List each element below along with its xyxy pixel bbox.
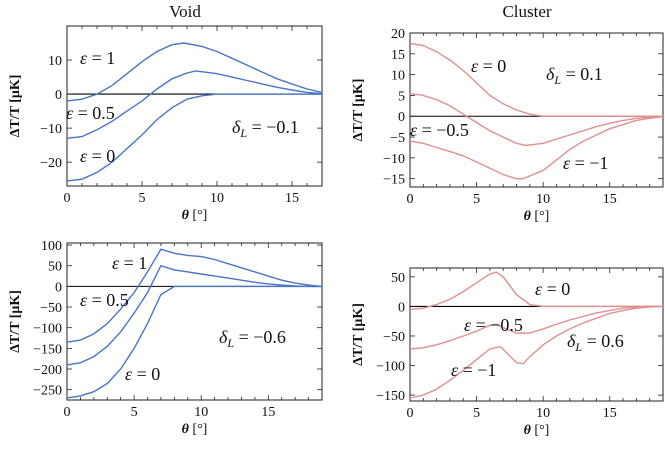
series-line-2 (66, 264, 322, 366)
curve-label: ε = −0.5 (464, 315, 523, 335)
series-line-3 (409, 305, 664, 399)
delta-annotation: δL = −0.6 (219, 327, 286, 350)
y-tick-label: −15 (383, 173, 405, 188)
y-axis-label: ΔT/T [μK] (351, 79, 366, 142)
y-axis-label: ΔT/T [μK] (8, 75, 23, 138)
x-axis-label: θ [°] (524, 209, 550, 224)
plot-frame (409, 32, 664, 188)
y-tick-label: 20 (391, 27, 405, 42)
x-tick-label: 0 (407, 192, 414, 207)
x-tick-label: 0 (64, 405, 71, 420)
y-tick-label: −10 (40, 122, 62, 137)
series-line-3 (66, 93, 322, 182)
x-tick-label: 10 (536, 192, 550, 207)
y-tick-label: 0 (55, 88, 62, 103)
x-tick-label: 0 (64, 191, 71, 206)
y-tick-label: −5 (390, 131, 405, 146)
delta-annotation: δL = 0.1 (546, 64, 603, 87)
y-tick-label: 100 (41, 239, 62, 254)
series-line-2 (66, 70, 323, 139)
delta-annotation: δL = 0.6 (567, 331, 624, 354)
y-tick-label: −50 (383, 330, 405, 345)
curve-label: ε = 0.5 (80, 290, 129, 310)
x-tick-label: 15 (603, 406, 617, 421)
y-tick-label: 0 (398, 300, 405, 315)
panel-2: 0 5 10 15 20 15 10 5 0 −5 −10 −15 θ [°] ΔT/T [μK] ε = … (351, 27, 664, 224)
y-tick-label: −250 (33, 384, 62, 399)
curve-label: ε = −1 (563, 153, 608, 173)
y-tick-label: 50 (48, 260, 62, 275)
curve-label: ε = −1 (451, 360, 496, 380)
x-axis-label: θ [°] (182, 208, 208, 223)
series-line-1 (409, 42, 663, 117)
curve-label: ε = 0 (80, 146, 115, 166)
x-axis-label: θ [°] (524, 423, 550, 438)
y-tick-label: −20 (40, 156, 62, 171)
plot-frame (66, 242, 323, 401)
series-line-2 (409, 92, 664, 147)
x-tick-label: 5 (139, 191, 146, 206)
panel-4: 0 5 10 15 50 0 −50 −100 −150 θ [°] ΔT/T [μK] ε = 0 ε… (351, 267, 664, 438)
y-axis-label: ΔT/T [μK] (351, 303, 366, 366)
curve-label: ε = −0.5 (410, 120, 469, 140)
series-line-1 (66, 248, 323, 343)
curve-label: ε = 1 (112, 253, 147, 273)
curve-label: ε = 0 (535, 279, 570, 299)
curve-label: ε = 0.5 (66, 103, 115, 123)
y-tick-label: 10 (48, 54, 62, 69)
y-tick-label: −150 (376, 389, 405, 404)
column-title-cluster: Cluster (502, 2, 551, 21)
delta-annotation: δL = −0.1 (232, 117, 299, 140)
series-line-1 (409, 271, 663, 311)
curve-label: ε = 1 (80, 48, 115, 68)
series-line-3 (66, 285, 322, 399)
y-tick-label: −100 (376, 360, 405, 375)
y-tick-label: 50 (391, 271, 405, 286)
y-tick-label: −50 (40, 301, 62, 316)
series-line-2 (409, 305, 663, 350)
curve-label: ε = 0 (125, 364, 160, 384)
x-tick-label: 0 (407, 406, 414, 421)
y-tick-label: 5 (398, 89, 405, 104)
curve-label: ε = 0 (471, 56, 506, 76)
x-tick-label: 15 (285, 191, 299, 206)
y-tick-label: −10 (383, 152, 405, 167)
y-tick-label: 15 (391, 48, 405, 63)
plot-frame (409, 267, 664, 402)
y-tick-label: 0 (55, 280, 62, 295)
x-tick-label: 5 (473, 192, 480, 207)
y-axis-label: ΔT/T [μK] (8, 290, 23, 353)
y-tick-label: 0 (398, 110, 405, 125)
y-tick-label: −150 (33, 342, 62, 357)
x-tick-label: 15 (603, 192, 617, 207)
x-tick-label: 15 (261, 405, 275, 420)
x-tick-label: 5 (473, 406, 480, 421)
x-tick-label: 10 (536, 406, 550, 421)
panel-1: 0 5 10 15 10 0 −10 −20 θ [°] ΔT/T [μK] ε = 1 ε = 0.… (8, 25, 323, 223)
column-title-void: Void (169, 2, 201, 21)
series-line-3 (409, 116, 664, 180)
x-tick-label: 5 (131, 405, 138, 420)
x-tick-label: 10 (210, 191, 224, 206)
plot-frame (66, 25, 323, 187)
y-tick-label: −100 (33, 322, 62, 337)
x-tick-label: 10 (194, 405, 208, 420)
y-tick-label: 10 (391, 69, 405, 84)
panel-3: 0 5 10 15 100 50 0 −50 −100 −150 −200 −250 θ [°] ΔT/T… (8, 239, 323, 437)
y-tick-label: −200 (33, 363, 62, 378)
series-line-1 (66, 42, 323, 102)
x-axis-label: θ [°] (182, 422, 208, 437)
